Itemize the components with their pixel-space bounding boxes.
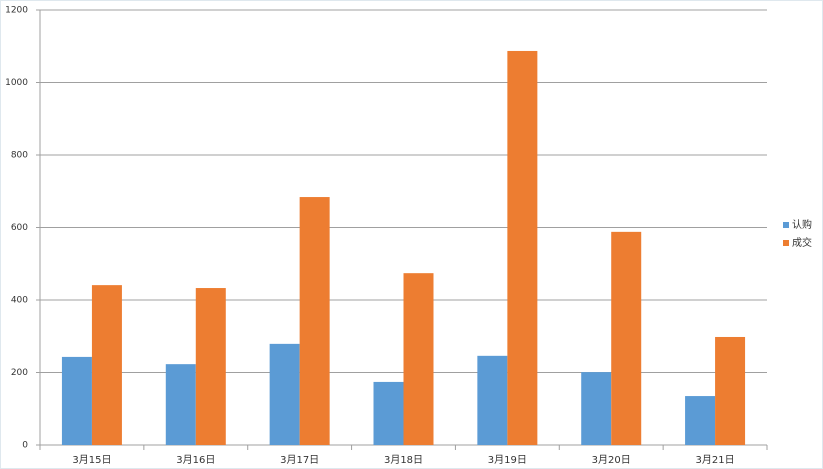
x-tick-label: 3月18日 <box>384 454 423 466</box>
x-tick-label: 3月20日 <box>592 454 631 466</box>
bar <box>91 285 122 445</box>
bar <box>165 364 196 445</box>
bar <box>269 343 300 445</box>
bar <box>611 231 642 445</box>
y-tick-label: 1000 <box>5 78 28 88</box>
bar <box>477 355 508 445</box>
x-tick-label: 3月16日 <box>176 454 215 466</box>
bar <box>61 356 92 445</box>
y-tick-label: 200 <box>11 368 28 378</box>
x-tick-label: 3月15日 <box>72 454 111 466</box>
bar <box>507 50 538 446</box>
x-tick-label: 3月19日 <box>488 454 527 466</box>
x-tick-label: 3月17日 <box>280 454 319 466</box>
legend-swatch <box>783 222 789 228</box>
y-tick-label: 400 <box>11 296 28 306</box>
bar <box>581 372 612 445</box>
bar <box>373 381 404 445</box>
x-tick-label: 3月21日 <box>696 454 735 466</box>
bar <box>685 396 716 445</box>
legend-label: 成交 <box>792 236 812 249</box>
y-tick-label: 600 <box>11 223 28 233</box>
y-tick-label: 1200 <box>5 6 28 16</box>
y-tick-label: 0 <box>22 441 28 451</box>
bar <box>299 197 330 445</box>
bar <box>403 273 434 445</box>
legend-label: 认购 <box>792 218 812 231</box>
bar <box>195 288 226 445</box>
legend-swatch <box>783 240 789 246</box>
bar <box>715 336 746 445</box>
y-tick-label: 800 <box>11 151 28 161</box>
